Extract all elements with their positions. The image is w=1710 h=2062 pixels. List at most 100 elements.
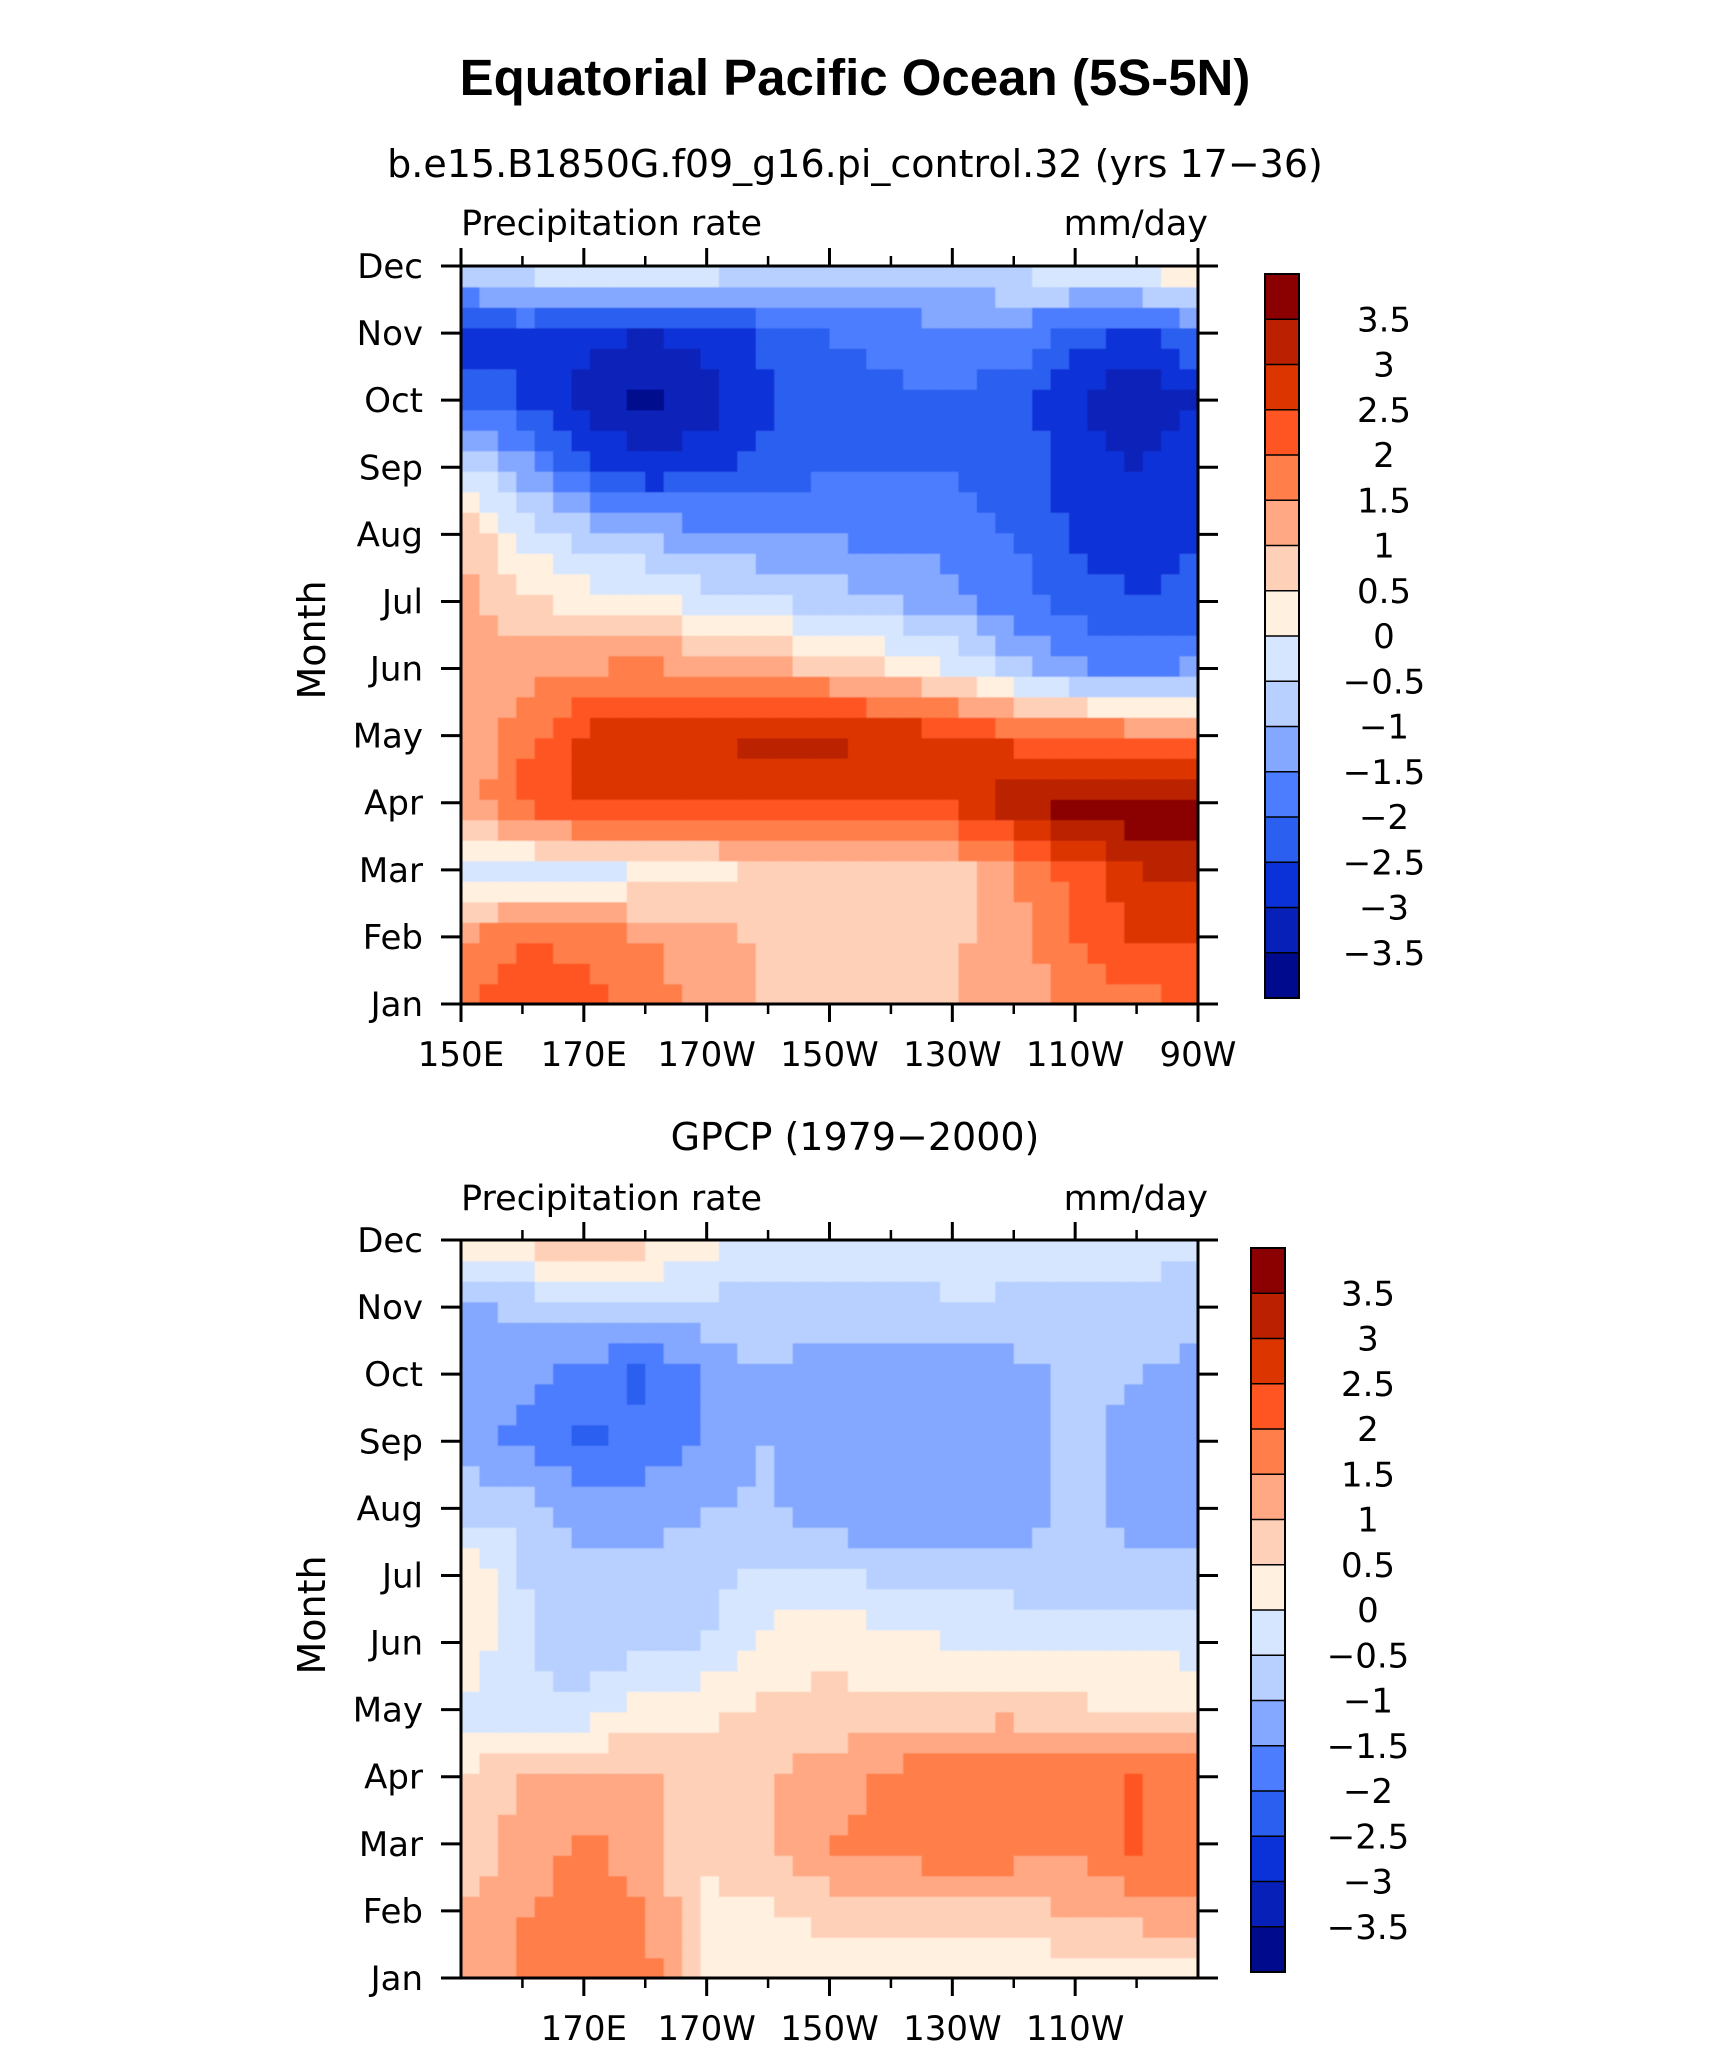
field-cell — [958, 430, 978, 452]
field-cell — [976, 942, 997, 964]
field-cell — [958, 1732, 978, 1754]
field-cell — [847, 1650, 868, 1672]
field-cell — [571, 655, 591, 677]
field-cell — [811, 1260, 831, 1282]
panel-model-y-axis-label: Month — [290, 580, 334, 699]
field-cell — [497, 1875, 518, 1897]
field-cell — [626, 942, 647, 964]
field-cell — [1050, 1855, 1070, 1877]
field-cell — [1087, 799, 1107, 821]
field-cell — [903, 1773, 923, 1795]
field-cell — [1032, 614, 1052, 636]
field-cell — [626, 922, 647, 944]
field-cell — [903, 532, 923, 554]
field-cell — [461, 1424, 481, 1446]
field-cell — [608, 327, 628, 349]
field-cell — [1032, 758, 1052, 780]
field-cell — [682, 799, 702, 821]
field-cell — [700, 1773, 720, 1795]
field-cell — [940, 860, 960, 882]
field-cell — [589, 1752, 610, 1774]
field-cell — [774, 1732, 794, 1754]
field-cell — [755, 963, 776, 985]
field-cell — [700, 430, 720, 452]
field-cell — [589, 512, 610, 534]
field-cell — [718, 1588, 739, 1610]
field-cell — [718, 1732, 739, 1754]
field-cell — [792, 1342, 812, 1364]
field-cell — [774, 512, 794, 534]
field-cell — [811, 491, 831, 513]
field-cell — [534, 409, 554, 431]
field-cell — [1124, 1568, 1144, 1590]
field-cell — [774, 553, 794, 575]
field-cell — [774, 1588, 794, 1610]
field-cell — [940, 942, 960, 964]
field-cell — [1124, 635, 1144, 657]
field-cell — [1105, 450, 1126, 472]
field-cell — [1179, 737, 1199, 759]
panel-gpcp-right-label: mm/day — [1064, 1179, 1208, 1219]
field-cell — [1142, 1486, 1162, 1508]
field-cell — [1124, 1281, 1144, 1303]
field-cell — [976, 1711, 997, 1733]
field-cell — [553, 512, 573, 534]
field-cell — [940, 1301, 960, 1323]
field-cell — [1013, 553, 1033, 575]
field-cell — [903, 1342, 923, 1364]
field-cell — [534, 1342, 554, 1364]
field-cell — [755, 1301, 776, 1323]
field-cell — [718, 1301, 739, 1323]
field-cell — [461, 922, 481, 944]
field-cell — [1179, 327, 1199, 349]
field-cell — [1161, 1445, 1181, 1467]
field-cell — [737, 307, 757, 329]
field-cell — [608, 942, 628, 964]
field-cell — [1013, 717, 1033, 739]
field-cell — [792, 348, 812, 370]
field-cell — [774, 1629, 794, 1651]
field-cell — [461, 1260, 481, 1282]
field-cell — [718, 430, 739, 452]
field-cell — [755, 1670, 776, 1692]
field-cell — [995, 1588, 1015, 1610]
field-cell — [995, 1691, 1015, 1713]
field-cell — [847, 1260, 868, 1282]
field-cell — [461, 1465, 481, 1487]
field-cell — [884, 840, 904, 862]
field-cell — [829, 1834, 849, 1856]
field-cell — [553, 1957, 573, 1979]
field-cell — [1069, 1793, 1089, 1815]
field-cell — [958, 1486, 978, 1508]
field-cell — [516, 430, 536, 452]
field-cell — [645, 430, 665, 452]
field-cell — [847, 1568, 868, 1590]
colorbar-swatch — [1265, 771, 1299, 818]
field-cell — [1105, 1855, 1126, 1877]
field-cell — [995, 1445, 1015, 1467]
field-cell — [1179, 758, 1199, 780]
field-cell — [976, 1547, 997, 1569]
field-cell — [1069, 1773, 1089, 1795]
field-cell — [774, 1773, 794, 1795]
field-cell — [774, 307, 794, 329]
panel-gpcp-field — [461, 1240, 1199, 1979]
field-cell — [589, 409, 610, 431]
field-cell — [1179, 922, 1199, 944]
field-cell — [884, 1568, 904, 1590]
field-cell — [497, 717, 518, 739]
field-cell — [461, 901, 481, 923]
field-cell — [903, 778, 923, 800]
field-cell — [571, 1342, 591, 1364]
field-cell — [884, 368, 904, 390]
field-cell — [479, 1547, 499, 1569]
colorbar-frame — [1264, 273, 1300, 999]
field-cell — [847, 635, 868, 657]
field-cell — [608, 901, 628, 923]
field-cell — [792, 1506, 812, 1528]
field-cell — [589, 963, 610, 985]
y-tick-label: Sep — [359, 448, 423, 488]
field-cell — [461, 1445, 481, 1467]
field-cell — [940, 266, 960, 288]
field-cell — [534, 1260, 554, 1282]
